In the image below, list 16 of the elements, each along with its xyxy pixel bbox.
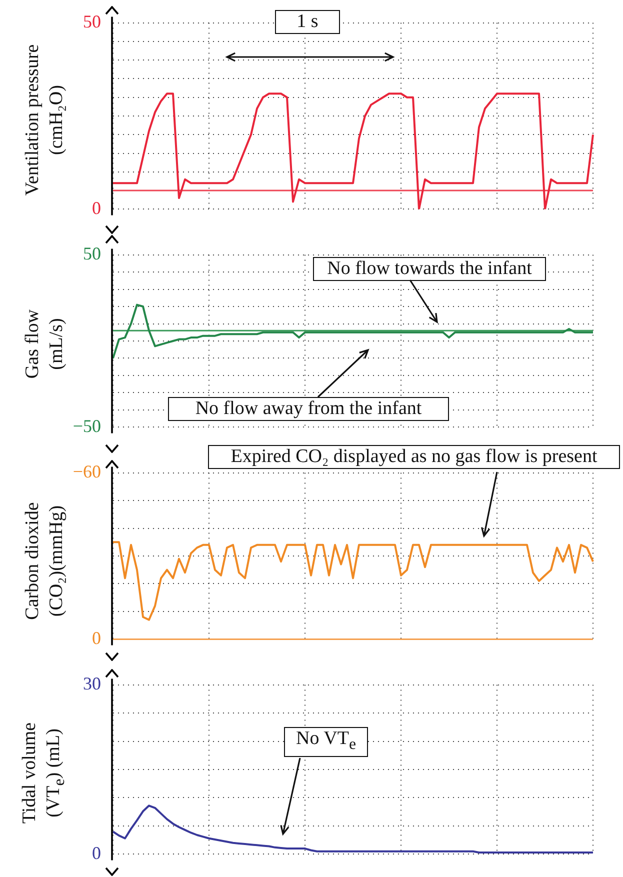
y-axis-title: Gas flow (mL/s) <box>21 308 68 381</box>
text: Expired CO₂ displayed as no gas flow is present <box>208 445 620 469</box>
y-tick-label: 30 <box>83 674 101 694</box>
annotation: No VT$_{e}$ <box>284 727 368 757</box>
y-axis-title: Carbon dioxide (CO₂)(mmHg) <box>21 500 68 622</box>
y-tick-label: −50 <box>72 416 101 436</box>
y-tick-label: 50 <box>83 12 101 32</box>
y-axis-title: Ventilation pressure (cmH₂O) <box>21 43 68 198</box>
annotation: 1 s <box>275 10 340 34</box>
y-tick-label: −60 <box>72 462 101 482</box>
y-tick-label: 0 <box>92 628 101 648</box>
annotation: No flow away from the infant <box>168 397 449 421</box>
annotation: No flow towards the infant <box>313 257 546 281</box>
y-tick-label: 50 <box>83 244 101 264</box>
y-tick-label: 0 <box>92 842 101 863</box>
y-tick-label: 0 <box>92 198 101 218</box>
